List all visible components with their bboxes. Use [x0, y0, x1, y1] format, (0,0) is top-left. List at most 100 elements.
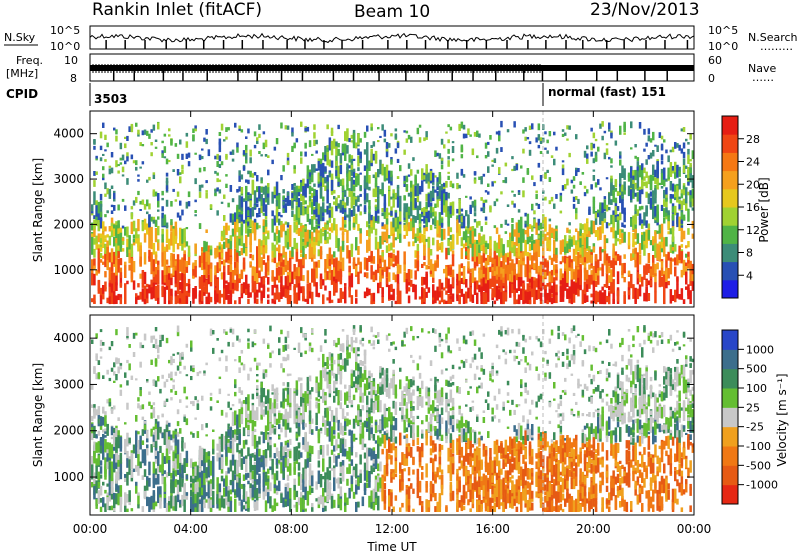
power-cell	[612, 243, 615, 259]
power-cell	[559, 195, 563, 202]
power-cell	[121, 237, 125, 241]
power-cell	[300, 193, 303, 202]
power-cell	[390, 283, 393, 292]
power-cell	[372, 153, 376, 161]
power-cell	[165, 190, 169, 193]
power-cell	[526, 256, 530, 271]
power-cell	[267, 193, 270, 205]
power-cell	[355, 289, 358, 298]
power-cell	[350, 244, 354, 257]
velocity-cell	[143, 424, 147, 431]
power-cell	[95, 157, 98, 161]
power-cell	[119, 282, 123, 288]
velocity-cell	[196, 465, 200, 478]
power-cell	[282, 165, 285, 172]
power-cell	[143, 252, 147, 265]
velocity-cell	[104, 457, 107, 465]
power-cell	[436, 152, 439, 157]
power-cell	[322, 176, 325, 187]
power-cell	[520, 253, 523, 265]
velocity-cell	[106, 442, 109, 450]
power-cell	[484, 276, 488, 284]
power-cell	[638, 165, 642, 178]
velocity-cell	[115, 452, 118, 463]
power-cell	[379, 263, 382, 267]
power-cell	[324, 166, 327, 172]
power-cell	[390, 196, 393, 200]
power-cell	[300, 222, 303, 228]
velocity-cell	[135, 464, 138, 472]
power-cell	[346, 128, 349, 142]
power-cell	[242, 150, 246, 155]
power-cell	[399, 229, 402, 243]
velocity-cell	[152, 335, 156, 340]
date-title: 23/Nov/2013	[590, 0, 700, 20]
power-cell	[511, 268, 514, 275]
power-cell	[286, 295, 290, 305]
power-cell	[225, 251, 228, 263]
power-cell	[207, 251, 211, 265]
velocity-cell	[165, 420, 169, 428]
power-cell	[403, 149, 406, 155]
power-cell	[588, 246, 591, 255]
velocity-cell	[97, 476, 101, 486]
power-cell	[245, 214, 248, 224]
velocity-cell	[126, 494, 129, 500]
power-cell	[161, 206, 164, 212]
velocity-cell	[163, 400, 167, 406]
power-cell	[654, 231, 657, 244]
power-cell	[667, 280, 670, 286]
power-cell	[295, 292, 299, 305]
power-cell	[300, 182, 303, 192]
power-cell	[663, 179, 666, 187]
power-cell	[568, 239, 571, 249]
power-cell	[300, 226, 303, 232]
power-cell	[663, 237, 666, 252]
power-cell	[271, 191, 274, 204]
power-cell	[478, 271, 481, 283]
power-cell	[678, 144, 681, 151]
power-cell	[326, 189, 329, 204]
power-cell	[436, 191, 439, 198]
power-cell	[97, 201, 101, 214]
velocity-cell	[106, 369, 109, 375]
power-cell	[289, 225, 292, 237]
power-cell	[161, 244, 164, 256]
velocity-cell	[176, 482, 180, 497]
power-cell	[407, 206, 411, 217]
power-cell	[623, 224, 626, 228]
power-cell	[245, 185, 248, 201]
power-cell	[220, 293, 224, 298]
power-cell	[97, 233, 101, 243]
power-cell	[99, 193, 103, 201]
velocity-cell	[154, 450, 158, 456]
velocity-cell	[102, 429, 105, 433]
power-cell	[608, 156, 611, 160]
power-cell	[405, 138, 409, 143]
power-cell	[592, 246, 596, 253]
power-cell	[513, 289, 516, 305]
power-cell	[407, 163, 411, 169]
power-cell	[359, 232, 362, 244]
power-cell	[168, 134, 171, 137]
power-cell	[632, 192, 635, 199]
power-cell	[93, 273, 96, 286]
power-cell	[500, 191, 503, 195]
power-cell	[225, 286, 228, 300]
power-cell	[665, 207, 668, 217]
power-cell	[478, 133, 481, 138]
power-cell	[238, 297, 241, 305]
power-cell	[381, 231, 384, 245]
power-cell	[473, 199, 477, 207]
power-cell	[407, 174, 411, 177]
power-cell	[322, 162, 325, 176]
power-cell	[355, 298, 358, 304]
power-cell	[229, 151, 233, 155]
power-cell	[130, 250, 134, 265]
power-cell	[641, 170, 644, 175]
power-cell	[680, 219, 684, 224]
power-cell	[586, 284, 589, 292]
power-cell	[623, 212, 626, 215]
power-cell	[328, 172, 332, 178]
